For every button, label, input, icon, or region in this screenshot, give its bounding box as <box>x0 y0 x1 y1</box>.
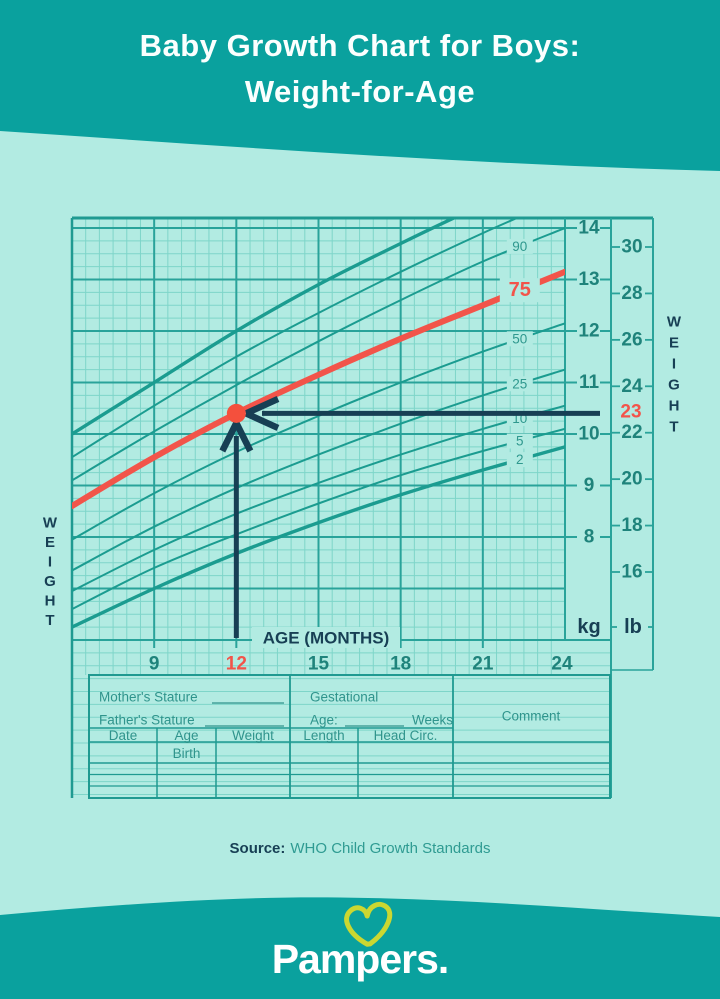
lb-axis-tick-label: 24 <box>621 376 643 397</box>
percentile-curve-p98-unlabeled <box>72 218 458 436</box>
lb-axis-tick-label: 26 <box>621 329 642 350</box>
percentile-curve-50 <box>72 322 565 541</box>
table-column-header: Length <box>303 728 344 743</box>
weight-axis-label-left: H <box>45 593 56 610</box>
kg-axis-tick-label: 14 <box>578 218 600 239</box>
weight-axis-label-right: W <box>667 314 682 331</box>
percentile-label-50: 50 <box>512 331 527 346</box>
highlight-weight-label: 23 <box>620 401 641 422</box>
lb-axis-tick-label: 28 <box>621 283 642 304</box>
lb-axis-tick-label: 20 <box>621 469 642 490</box>
table-column-header: Age <box>174 728 198 743</box>
pampers-logo: Pampers. <box>271 936 450 982</box>
percentile-curve-5 <box>72 427 565 611</box>
percentile-curve-10 <box>72 404 565 593</box>
kg-unit-label: kg <box>577 616 600 638</box>
percentile-label-75: 75 <box>509 279 531 301</box>
weight-axis-label-right: I <box>672 356 676 373</box>
percentile-label-25: 25 <box>512 376 527 391</box>
gestational-label: Gestational <box>310 690 378 705</box>
comment-label: Comment <box>502 709 561 724</box>
table-column-header: Head Circ. <box>374 728 438 743</box>
x-tick-label: 15 <box>308 654 330 675</box>
percentile-label-plate-75 <box>499 278 540 303</box>
weight-axis-label-right: H <box>669 398 680 415</box>
kg-axis-tick-label: 12 <box>578 321 599 342</box>
percentile-label-2: 2 <box>516 452 524 467</box>
percentile-label-5: 5 <box>516 434 524 449</box>
kg-axis-tick-label: 10 <box>578 424 599 445</box>
kg-axis-tick-label: 11 <box>579 372 600 393</box>
x-tick-label: 9 <box>149 654 160 675</box>
page-title-line2: Weight-for-Age <box>244 74 476 109</box>
footer-band <box>0 897 720 999</box>
weight-axis-label-left: T <box>45 612 54 629</box>
weight-axis-label-right: E <box>669 335 679 352</box>
percentile-curve-2 <box>72 445 565 629</box>
percentile-label-plate-2 <box>506 452 533 468</box>
weight-axis-label-left: W <box>43 515 58 532</box>
x-tick-label-highlight: 12 <box>226 654 247 675</box>
page-title: Baby Growth Chart for Boys: Weight-for-A… <box>0 23 720 115</box>
weight-axis-label-left: G <box>44 573 56 590</box>
percentile-label-90: 90 <box>512 239 527 254</box>
percentile-label-plate-5 <box>506 433 533 449</box>
percentile-curve-90 <box>72 227 565 482</box>
weight-axis-label-right: T <box>669 419 678 436</box>
x-tick-label: 21 <box>472 654 494 675</box>
header-wave <box>0 0 720 171</box>
percentile-label-plate-90 <box>506 238 533 254</box>
lb-axis-tick-label: 16 <box>621 561 642 582</box>
mother-stature-label: Mother's Stature <box>99 690 198 705</box>
table-column-header: Weight <box>232 728 274 743</box>
weight-axis-label-left: I <box>48 554 52 571</box>
arrow-horizontal-barb <box>244 395 280 417</box>
x-axis-title-plate <box>252 627 400 648</box>
weight-axis-label-right: G <box>668 377 680 394</box>
percentile-label-plate-25 <box>506 376 533 392</box>
x-axis-title: AGE (MONTHS) <box>263 629 390 648</box>
kg-axis-tick-label: 13 <box>578 269 599 290</box>
lb-unit-label: lb <box>624 616 642 638</box>
lb-axis-tick-label: 18 <box>621 515 642 536</box>
page-title-line1: Baby Growth Chart for Boys: <box>139 28 581 63</box>
weight-axis-label-left: E <box>45 534 55 551</box>
lb-axis-tick-label: 30 <box>621 237 642 258</box>
pampers-heart-icon <box>344 901 393 947</box>
table-column-header: Date <box>109 728 138 743</box>
kg-axis-tick-label: 8 <box>584 527 595 548</box>
percentile-label-plate-50 <box>506 331 533 347</box>
father-stature-label: Father's Stature <box>99 713 195 728</box>
source-note: Source: WHO Child Growth Standards <box>0 840 720 857</box>
weeks-label: Weeks <box>412 713 453 728</box>
x-tick-label: 18 <box>390 654 411 675</box>
footer-wave-shape <box>0 897 720 999</box>
percentile-curve-75 <box>72 268 565 510</box>
source-label: Source: <box>229 840 286 857</box>
arrow-vertical-barb <box>219 421 240 453</box>
record-table-outline <box>88 674 611 799</box>
gestational-age-label: Age: <box>310 713 338 728</box>
header-wave-shape <box>0 0 720 171</box>
table-birth-cell: Birth <box>173 746 201 761</box>
percentile-curve-p95-unlabeled <box>72 218 520 459</box>
arrow-vertical-barb <box>233 421 254 453</box>
arrow-horizontal-barb <box>244 410 280 431</box>
source-text: WHO Child Growth Standards <box>290 840 491 857</box>
percentile-curve-25 <box>72 368 565 572</box>
lb-axis-tick-label: 22 <box>621 422 642 443</box>
x-tick-label: 24 <box>551 654 573 675</box>
highlight-dot <box>226 403 246 423</box>
kg-axis-tick-label: 9 <box>584 475 595 496</box>
